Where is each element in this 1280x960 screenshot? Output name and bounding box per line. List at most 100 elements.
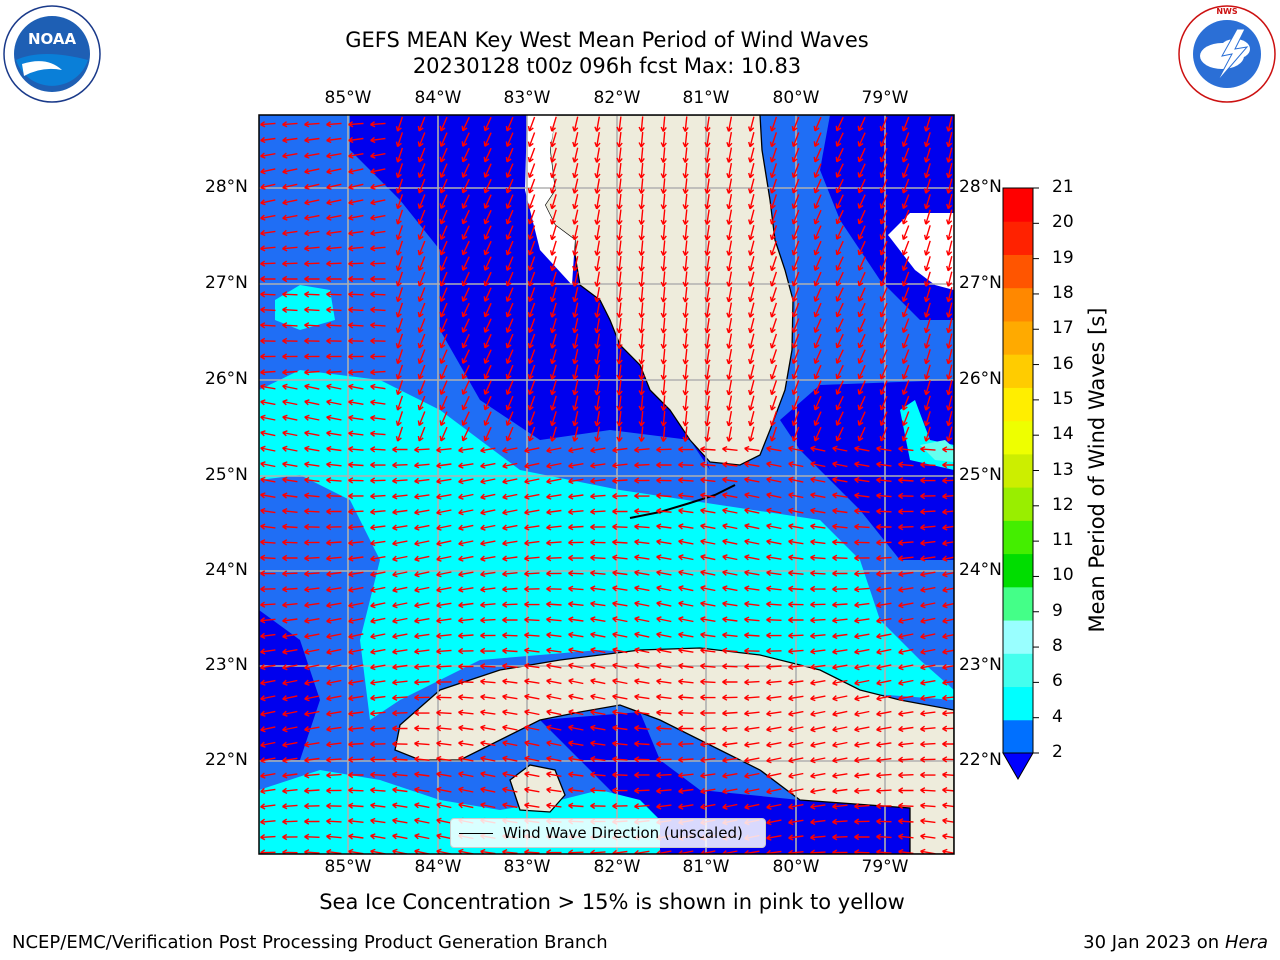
wind-wave-arrow — [590, 616, 606, 623]
wind-wave-arrow — [835, 132, 844, 147]
wind-wave-arrow — [700, 523, 716, 530]
wind-wave-arrow — [502, 724, 518, 731]
wind-wave-arrow — [505, 318, 514, 333]
wind-wave-arrow — [590, 508, 606, 515]
wind-wave-arrow — [656, 740, 672, 748]
wind-wave-arrow — [835, 426, 844, 442]
wind-wave-arrow — [722, 710, 738, 717]
wind-wave-arrow — [678, 538, 694, 545]
wind-wave-arrow — [923, 163, 931, 179]
wind-wave-arrow — [370, 679, 386, 686]
wind-wave-arrow — [722, 554, 738, 561]
wind-wave-arrow — [370, 291, 386, 298]
wind-wave-arrow — [546, 616, 562, 623]
wind-wave-arrow — [370, 648, 386, 655]
wind-wave-arrow — [876, 523, 892, 531]
wind-wave-arrow — [392, 524, 408, 531]
wind-wave-arrow — [524, 709, 540, 716]
wind-wave-arrow — [854, 539, 870, 546]
wind-wave-arrow — [392, 663, 408, 671]
wind-wave-arrow — [326, 539, 342, 546]
wind-wave-arrow — [766, 554, 782, 561]
wind-wave-arrow — [439, 194, 448, 209]
wind-wave-arrow — [461, 240, 470, 256]
wind-wave-arrow — [458, 586, 474, 593]
wind-wave-arrow — [527, 271, 536, 287]
wind-wave-arrow — [901, 287, 910, 303]
wind-wave-arrow — [726, 410, 733, 427]
wind-wave-arrow — [502, 740, 518, 747]
wind-wave-arrow — [634, 538, 650, 546]
wind-wave-arrow — [813, 380, 822, 395]
wind-wave-arrow — [370, 508, 386, 516]
wind-wave-arrow — [832, 570, 848, 577]
wind-wave-arrow — [524, 478, 540, 485]
wind-wave-arrow — [304, 337, 320, 345]
wind-wave-arrow — [260, 726, 276, 733]
wind-wave-arrow — [282, 570, 298, 577]
wind-wave-arrow — [524, 462, 540, 469]
wind-wave-arrow — [549, 318, 557, 334]
wind-wave-arrow — [549, 178, 557, 194]
wind-wave-arrow — [748, 364, 755, 380]
wind-wave-arrow — [901, 163, 910, 179]
wind-wave-arrow — [546, 447, 562, 454]
wind-wave-arrow — [483, 271, 492, 287]
wind-wave-arrow — [832, 803, 848, 810]
wind-wave-arrow — [876, 586, 892, 593]
wind-wave-arrow — [700, 585, 716, 592]
wind-wave-arrow — [791, 302, 800, 318]
wind-wave-arrow — [392, 617, 408, 624]
wind-wave-arrow — [304, 260, 320, 267]
wind-wave-arrow — [616, 411, 623, 427]
wind-wave-arrow — [568, 539, 584, 546]
wind-wave-arrow — [920, 802, 936, 809]
wind-wave-arrow — [769, 132, 778, 148]
wind-wave-arrow — [461, 194, 470, 209]
wind-wave-arrow — [876, 508, 892, 515]
wind-wave-arrow — [920, 679, 936, 686]
wind-wave-arrow — [594, 209, 601, 225]
wind-wave-arrow — [612, 678, 628, 685]
wind-wave-arrow — [656, 554, 672, 561]
wind-wave-arrow — [260, 741, 276, 748]
wind-wave-arrow — [813, 349, 822, 364]
noaa-logo: NOAA — [3, 5, 101, 103]
wind-wave-arrow — [854, 554, 870, 562]
wind-wave-arrow — [524, 771, 540, 778]
wind-wave-arrow — [326, 802, 342, 810]
wind-wave-arrow — [568, 709, 584, 716]
wind-wave-arrow — [946, 287, 953, 303]
wind-wave-arrow — [835, 302, 844, 318]
wind-wave-arrow — [920, 446, 936, 453]
wind-wave-arrow — [590, 477, 606, 485]
wind-wave-arrow — [392, 786, 408, 794]
wind-wave-arrow — [634, 569, 650, 577]
wind-wave-arrow — [942, 756, 954, 763]
wind-wave-arrow — [572, 132, 579, 148]
wind-wave-arrow — [348, 602, 364, 609]
wind-wave-arrow — [370, 275, 386, 283]
wind-wave-arrow — [439, 411, 448, 426]
wind-wave-arrow — [439, 225, 448, 240]
wind-wave-arrow — [414, 446, 430, 453]
wind-wave-arrow — [898, 848, 914, 854]
wind-wave-arrow — [527, 287, 536, 303]
wind-wave-arrow — [923, 302, 931, 318]
wind-wave-arrow — [722, 647, 738, 654]
wind-wave-arrow — [326, 648, 342, 655]
wind-wave-arrow — [370, 787, 386, 794]
wind-wave-arrow — [700, 741, 716, 748]
wind-wave-arrow — [810, 538, 826, 546]
wind-wave-arrow — [726, 379, 733, 396]
wind-wave-arrow — [594, 410, 601, 427]
wind-wave-arrow — [461, 116, 470, 132]
wind-wave-arrow — [461, 302, 470, 318]
wind-wave-arrow — [678, 678, 694, 685]
wind-wave-arrow — [417, 209, 426, 225]
wind-wave-arrow — [788, 476, 804, 483]
sea-ice-note: Sea Ice Concentration > 15% is shown in … — [319, 890, 905, 914]
wind-wave-arrow — [634, 787, 650, 794]
wind-wave-arrow — [942, 710, 954, 717]
